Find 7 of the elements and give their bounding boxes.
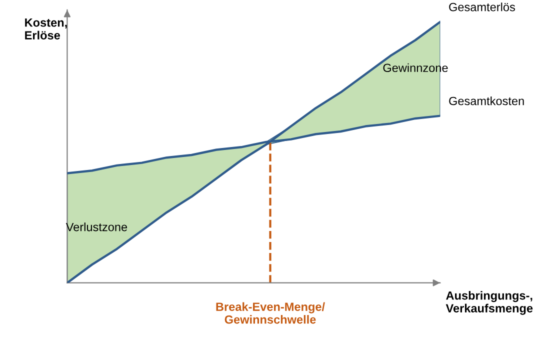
annotation: Gewinnzone — [383, 63, 448, 72]
y-axis-title: Kosten, Erlöse — [25, 18, 67, 40]
series-label: Gesamterlös — [449, 2, 515, 12]
x-axis-title: Ausbringungs-, Verkaufsmenge — [446, 291, 533, 315]
text: Break-Even-Menge/ Gewinnschwelle — [216, 302, 325, 324]
series-label: Gesamtkosten — [449, 96, 524, 106]
annotation: Verlustzone — [66, 222, 128, 232]
